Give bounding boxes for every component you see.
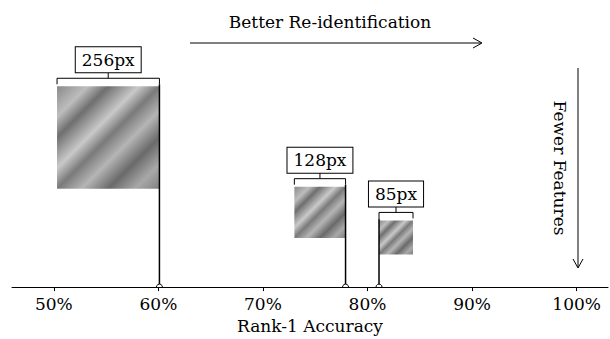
svg-text:90%: 90% bbox=[453, 294, 491, 314]
svg-text:70%: 70% bbox=[244, 294, 282, 314]
svg-text:85px: 85px bbox=[375, 184, 418, 204]
svg-text:100%: 100% bbox=[552, 294, 601, 314]
svg-text:Rank-1 Accuracy: Rank-1 Accuracy bbox=[237, 316, 383, 336]
svg-text:Better Re-identification: Better Re-identification bbox=[229, 12, 432, 32]
svg-text:256px: 256px bbox=[82, 50, 135, 70]
svg-text:Fewer Features: Fewer Features bbox=[550, 101, 570, 236]
svg-text:128px: 128px bbox=[293, 150, 346, 170]
svg-text:60%: 60% bbox=[139, 294, 177, 314]
svg-text:80%: 80% bbox=[349, 294, 387, 314]
svg-text:50%: 50% bbox=[35, 294, 73, 314]
